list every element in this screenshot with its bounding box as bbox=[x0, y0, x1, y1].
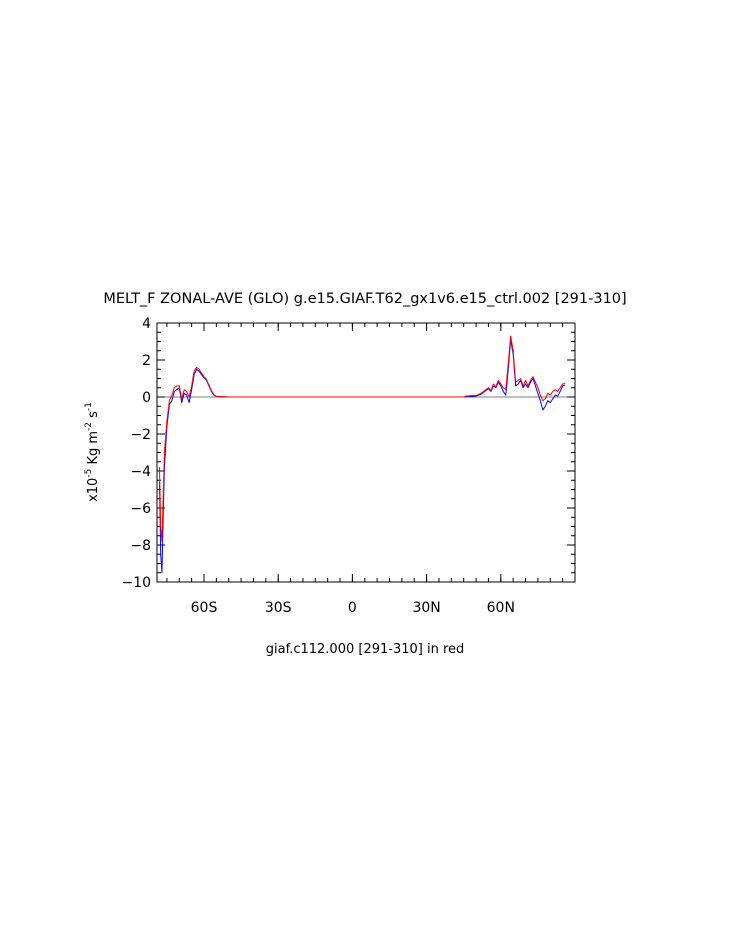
x-tick-label: 60N bbox=[487, 600, 515, 616]
y-axis-label-exp: -5 bbox=[84, 469, 94, 478]
y-axis-label-exp3: -1 bbox=[84, 402, 94, 411]
plot-area: 4 2 0 −2 −4 −6 −8 −10 60S 30S 0 30N 60N bbox=[121, 316, 576, 616]
series-line-1 bbox=[158, 335, 566, 542]
y-axis-label-base: x10 bbox=[86, 478, 101, 502]
x-tick-label: 30S bbox=[265, 600, 292, 616]
y-axis-label: x10-5 Kg m-2 s-1 bbox=[84, 402, 101, 502]
x-tick-label: 60S bbox=[191, 600, 218, 616]
y-tick-label: 4 bbox=[142, 316, 151, 332]
y-tick-label: 2 bbox=[142, 353, 151, 369]
x-tick-label: 0 bbox=[348, 600, 357, 616]
y-tick-label: −10 bbox=[121, 575, 151, 591]
y-tick-label: −4 bbox=[130, 464, 151, 480]
x-tick-label: 30N bbox=[412, 600, 440, 616]
y-tick-label: 0 bbox=[142, 390, 151, 406]
y-tick-label: −6 bbox=[130, 501, 151, 517]
y-tick-label: −2 bbox=[130, 427, 151, 443]
series-line-0 bbox=[158, 339, 566, 574]
chart-caption: giaf.c112.000 [291-310] in red bbox=[266, 642, 465, 657]
y-axis-label-exp2: -2 bbox=[84, 422, 94, 431]
plot-frame bbox=[156, 322, 576, 583]
y-axis-label-unit1: Kg m bbox=[86, 431, 101, 469]
y-axis-label-unit2: s bbox=[86, 411, 101, 422]
chart-title: MELT_F ZONAL-AVE (GLO) g.e15.GIAF.T62_gx… bbox=[103, 291, 626, 307]
y-tick-label: −8 bbox=[130, 538, 151, 554]
